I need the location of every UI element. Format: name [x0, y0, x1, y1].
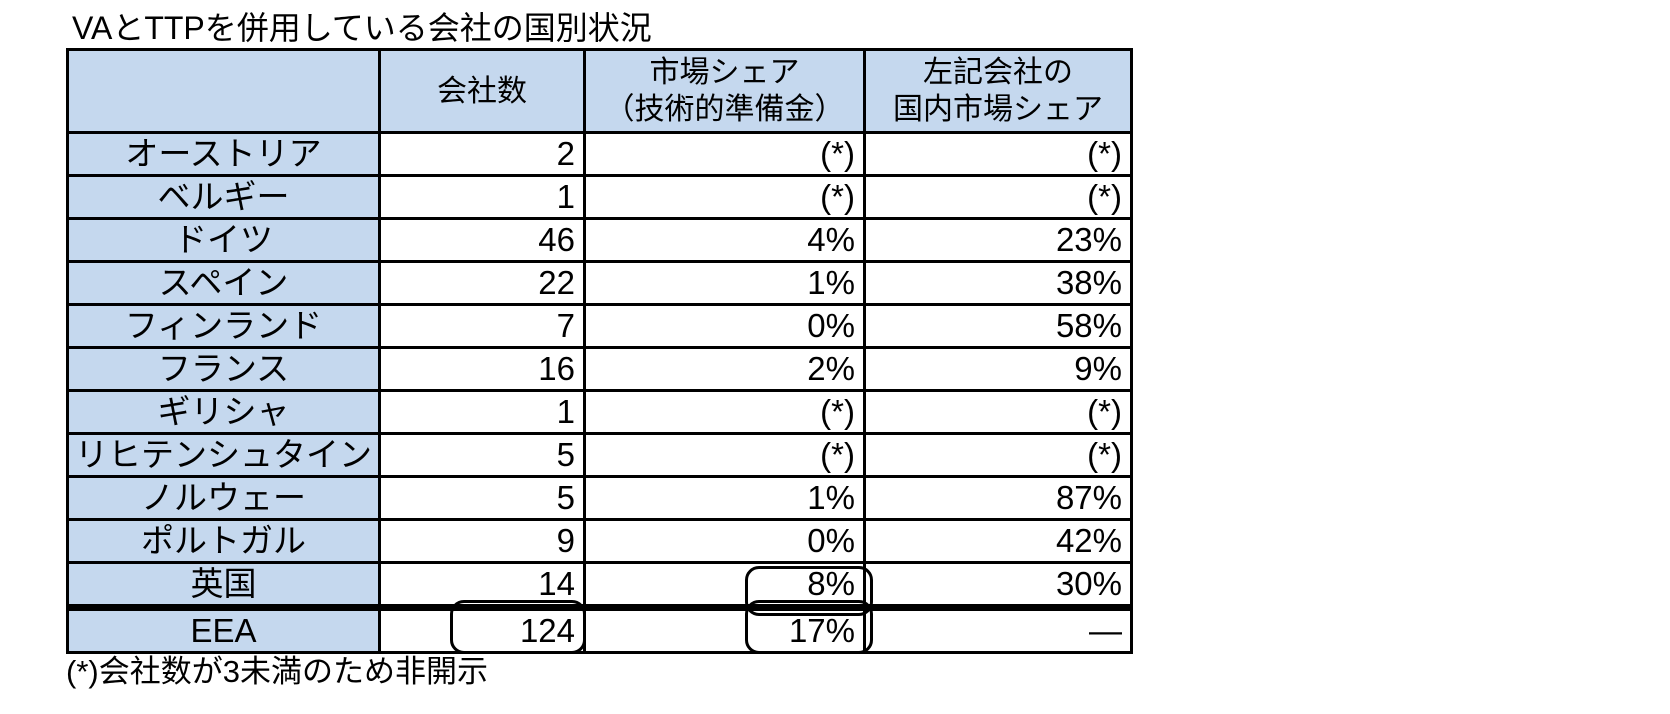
domestic-share-cell: 38% [863, 260, 1133, 306]
table-row: フランス 16 2% 9% [66, 346, 1133, 392]
market-share-cell: (*) [583, 174, 866, 220]
market-share-cell: 0% [583, 303, 866, 349]
highlight-box [450, 600, 586, 654]
market-share-cell: 8% [583, 561, 873, 616]
market-share-cell: 4% [583, 217, 866, 263]
domestic-share-cell: 23% [863, 217, 1133, 263]
country-cell: スペイン [66, 260, 381, 306]
table-row: ギリシャ 1 (*) (*) [66, 389, 1133, 435]
market-share-cell: 1% [583, 475, 866, 521]
table-row: リヒテンシュタイン 5 (*) (*) [66, 432, 1133, 478]
table-row: 英国 14 8% 30% [66, 561, 1133, 616]
domestic-share-cell: 9% [863, 346, 1133, 392]
domestic-share-cell: (*) [863, 432, 1133, 478]
country-cell: ポルトガル [66, 518, 381, 564]
companies-cell: 124 [378, 600, 586, 654]
companies-cell: 2 [378, 131, 586, 177]
country-cell: リヒテンシュタイン [66, 432, 381, 478]
domestic-share-cell: (*) [863, 174, 1133, 220]
companies-cell: 22 [378, 260, 586, 306]
companies-cell: 1 [378, 389, 586, 435]
domestic-share-cell: 58% [863, 303, 1133, 349]
table-body: オーストリア 2 (*) (*) ベルギー 1 (*) (*) ドイツ 46 4% 23% スペイン 22… [66, 131, 1133, 654]
country-cell: ベルギー [66, 174, 381, 220]
country-cell: オーストリア [66, 131, 381, 177]
table-row: ポルトガル 9 0% 42% [66, 518, 1133, 564]
market-share-cell: (*) [583, 389, 866, 435]
market-share-cell: 1% [583, 260, 866, 306]
companies-cell: 1 [378, 174, 586, 220]
market-share-cell: 17% [583, 600, 873, 654]
companies-cell: 5 [378, 432, 586, 478]
header-market-share-cell: 市場シェア （技術的準備金） [583, 48, 866, 134]
domestic-share-cell: 87% [863, 475, 1133, 521]
header-companies-cell: 会社数 [378, 48, 586, 134]
companies-cell: 46 [378, 217, 586, 263]
table-row: ドイツ 46 4% 23% [66, 217, 1133, 263]
country-cell: ドイツ [66, 217, 381, 263]
country-status-table: 会社数 市場シェア （技術的準備金） 左記会社の 国内市場シェア オーストリア 2… [66, 48, 1133, 654]
market-share-cell: 0% [583, 518, 866, 564]
companies-cell: 16 [378, 346, 586, 392]
footnote: (*)会社数が3未満のため非開示 [66, 654, 488, 689]
companies-cell: 14 [378, 561, 586, 609]
table-row: ベルギー 1 (*) (*) [66, 174, 1133, 220]
country-cell: ノルウェー [66, 475, 381, 521]
table-row: オーストリア 2 (*) (*) [66, 131, 1133, 177]
country-cell: 英国 [66, 561, 381, 609]
market-share-cell: 2% [583, 346, 866, 392]
domestic-share-cell: 42% [863, 518, 1133, 564]
country-cell: EEA [66, 604, 381, 654]
table-row: フィンランド 7 0% 58% [66, 303, 1133, 349]
domestic-share-cell: — [863, 604, 1133, 654]
table-row: EEA 124 17% — [66, 600, 1133, 654]
companies-cell: 5 [378, 475, 586, 521]
table-row: ノルウェー 5 1% 87% [66, 475, 1133, 521]
table-row: スペイン 22 1% 38% [66, 260, 1133, 306]
domestic-share-cell: 30% [863, 561, 1133, 609]
page-title: VAとTTPを併用している会社の国別状況 [72, 10, 652, 46]
companies-cell: 7 [378, 303, 586, 349]
header-row: 会社数 市場シェア （技術的準備金） 左記会社の 国内市場シェア [66, 48, 1133, 134]
header-domestic-share-cell: 左記会社の 国内市場シェア [863, 48, 1133, 134]
country-cell: フィンランド [66, 303, 381, 349]
country-cell: フランス [66, 346, 381, 392]
domestic-share-cell: (*) [863, 131, 1133, 177]
market-share-cell: (*) [583, 131, 866, 177]
header-country-cell [66, 48, 381, 134]
country-cell: ギリシャ [66, 389, 381, 435]
domestic-share-cell: (*) [863, 389, 1133, 435]
market-share-cell: (*) [583, 432, 866, 478]
highlight-box [745, 600, 873, 654]
companies-cell: 9 [378, 518, 586, 564]
